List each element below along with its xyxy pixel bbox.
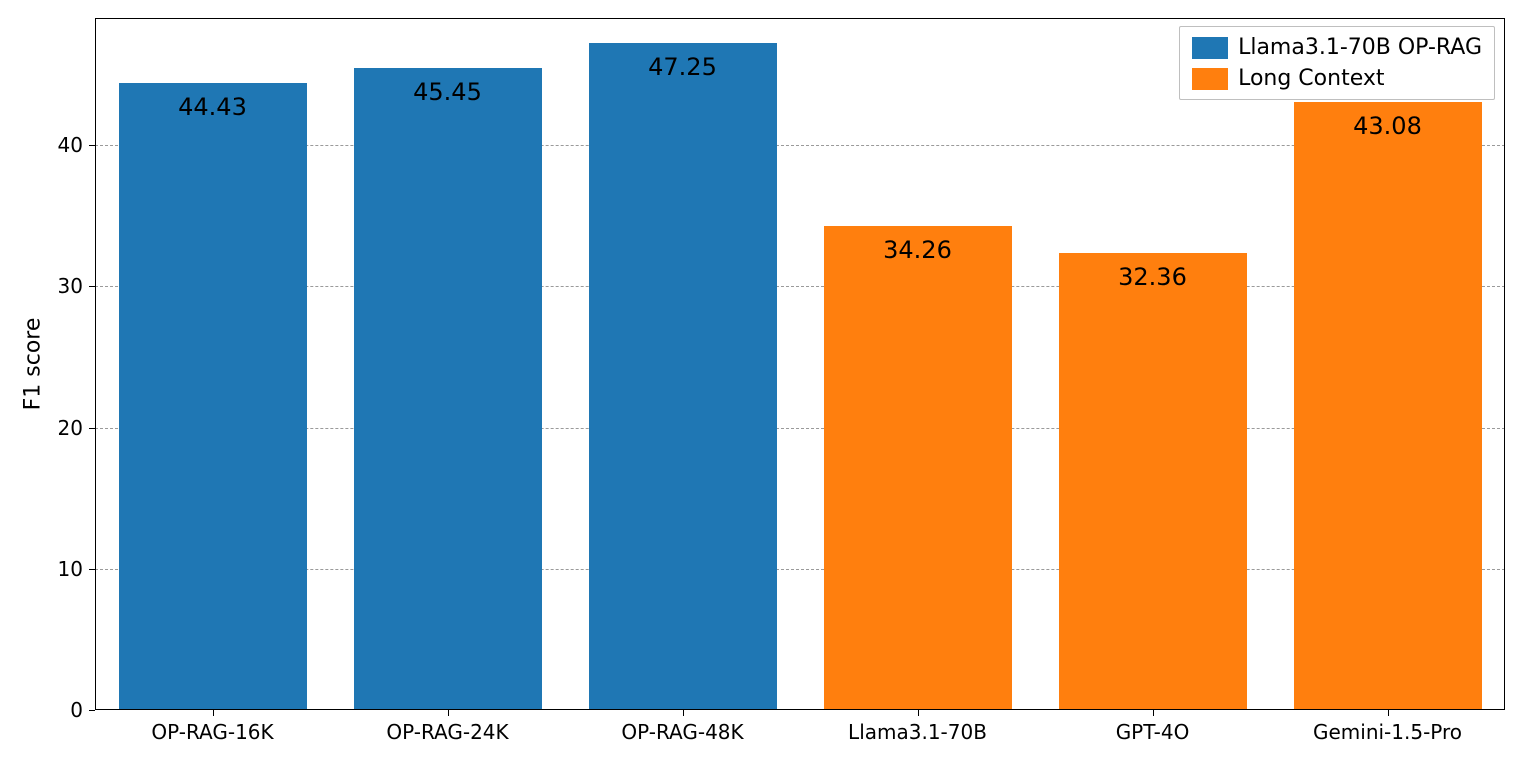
xtick-label: Llama3.1-70B [848, 720, 987, 744]
xtick-label: OP-RAG-24K [386, 720, 508, 744]
xtick-label: GPT-4O [1116, 720, 1190, 744]
xtick-mark [213, 710, 214, 716]
legend-swatch [1192, 68, 1228, 90]
f1-bar-chart: 0 10 20 30 40 44.43 OP-RAG-16K 45.45 OP-RAG-24K 4… [0, 0, 1522, 760]
bar-value-label: 34.26 [883, 236, 952, 264]
ytick-label: 40 [58, 133, 83, 157]
xtick-label: Gemini-1.5-Pro [1313, 720, 1462, 744]
bar [1059, 253, 1247, 710]
plot-area: 01020304044.43OP-RAG-16K45.45OP-RAG-24K4… [95, 18, 1505, 710]
bar-value-label: 47.25 [648, 53, 717, 81]
bar [119, 83, 307, 710]
y-axis [95, 18, 96, 710]
bar-value-label: 43.08 [1353, 112, 1422, 140]
xtick-mark [1388, 710, 1389, 716]
ytick-label: 10 [58, 557, 83, 581]
legend-label: Long Context [1238, 66, 1384, 91]
legend-label: Llama3.1-70B OP-RAG [1238, 35, 1482, 60]
xtick-mark [1153, 710, 1154, 716]
bar [1294, 102, 1482, 710]
xtick-label: OP-RAG-48K [621, 720, 743, 744]
x-axis [95, 709, 1505, 710]
ytick-label: 0 [70, 698, 83, 722]
legend-item: Llama3.1-70B OP-RAG [1192, 35, 1482, 60]
xtick-mark [683, 710, 684, 716]
y-axis-label: F1 score [21, 318, 46, 411]
xtick-label: OP-RAG-16K [151, 720, 273, 744]
legend-item: Long Context [1192, 66, 1482, 91]
legend-swatch [1192, 37, 1228, 59]
legend: Llama3.1-70B OP-RAG Long Context [1179, 26, 1495, 100]
bar [589, 43, 777, 710]
bar-value-label: 45.45 [413, 78, 482, 106]
xtick-mark [918, 710, 919, 716]
bar [354, 68, 542, 710]
bar [824, 226, 1012, 710]
xtick-mark [448, 710, 449, 716]
ytick-label: 30 [58, 274, 83, 298]
ytick-label: 20 [58, 416, 83, 440]
bar-value-label: 44.43 [178, 93, 247, 121]
ytick-mark [89, 710, 95, 711]
bar-value-label: 32.36 [1118, 263, 1187, 291]
right-spine [1504, 18, 1505, 710]
top-spine [95, 18, 1505, 19]
